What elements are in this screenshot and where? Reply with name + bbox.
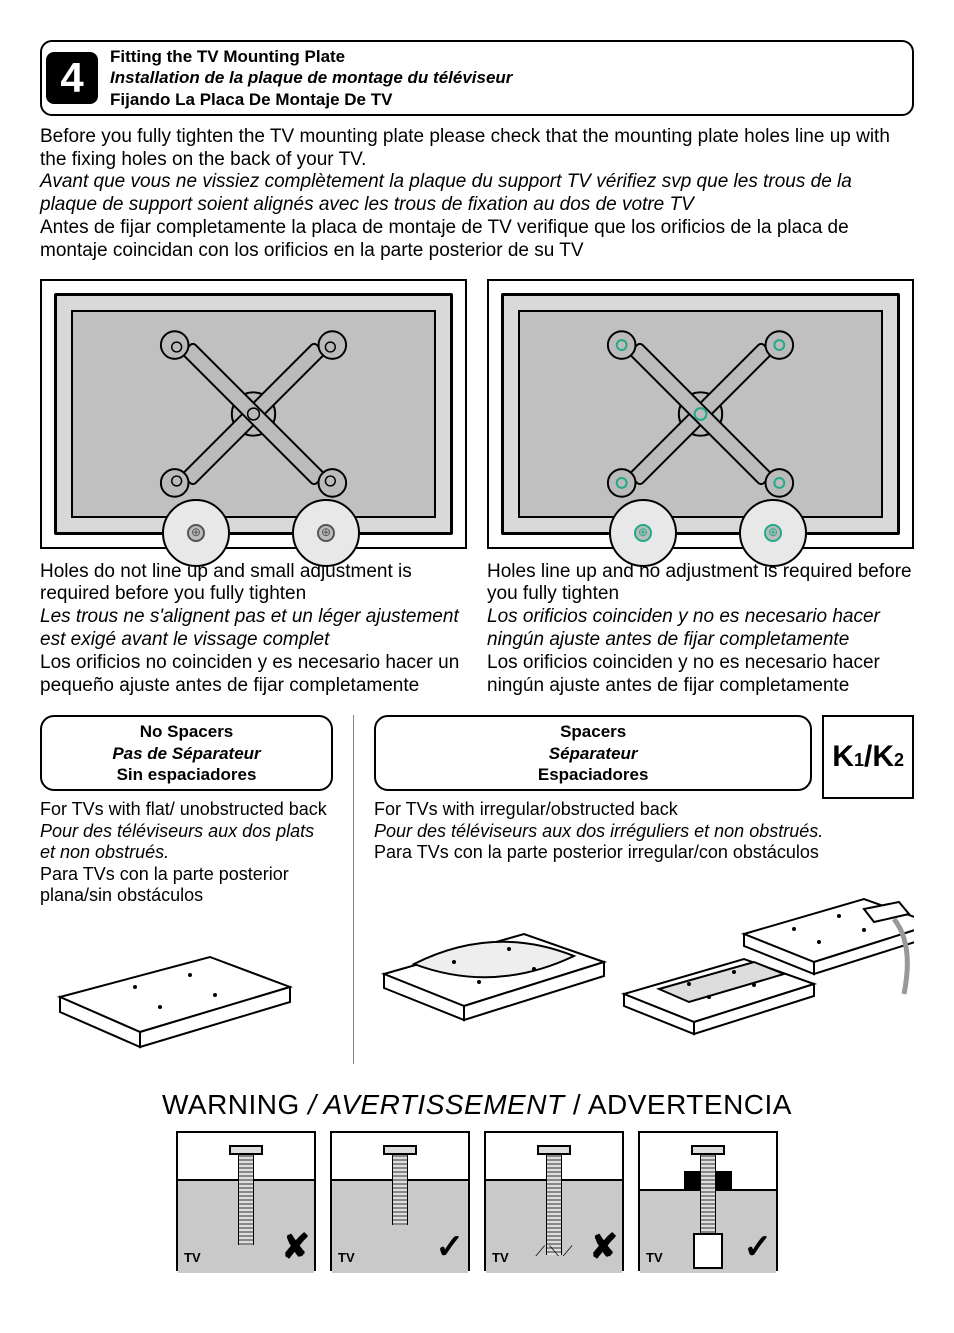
check-icon: ✓ xyxy=(744,1227,773,1268)
no-spacers-col: No Spacers Pas de Séparateur Sin espacia… xyxy=(40,715,333,1064)
caption-right-en: Holes line up and no adjustment is requi… xyxy=(487,561,914,607)
intro-es: Antes de fijar completamente la placa de… xyxy=(40,217,914,263)
diagram-aligned: ⊕ ⊕ Holes line up and no adjustment is r… xyxy=(487,279,914,698)
spacer-section: No Spacers Pas de Séparateur Sin espacia… xyxy=(40,715,914,1064)
step-title-fr: Installation de la plaque de montage du … xyxy=(110,67,512,88)
no-spacers-text-es: Para TVs con la parte posterior plana/si… xyxy=(40,864,333,907)
caption-left-en: Holes do not line up and small adjustmen… xyxy=(40,561,467,607)
tv-label: TV xyxy=(338,1250,355,1266)
warning-title: WARNING / AVERTISSEMENT / ADVERTENCIA xyxy=(40,1088,914,1122)
zoom-circle-icon: ⊕ xyxy=(609,499,677,567)
step-titles: Fitting the TV Mounting Plate Installati… xyxy=(110,46,512,110)
spacers-text-es: Para TVs con la parte posterior irregula… xyxy=(374,842,914,864)
alignment-diagrams: ⊕ ⊕ Holes do not line up and small adjus… xyxy=(40,279,914,698)
tv-label: TV xyxy=(492,1250,509,1266)
spacers-pill-row: Spacers Séparateur Espaciadores K1/K2 xyxy=(374,715,914,799)
caption-left-fr: Les trous ne s'alignent pas et un léger … xyxy=(40,606,467,652)
caption-left-es: Los orificios no coinciden y es necesari… xyxy=(40,652,467,698)
step-header: 4 Fitting the TV Mounting Plate Installa… xyxy=(40,40,914,116)
zoom-circle-icon: ⊕ xyxy=(162,499,230,567)
no-spacers-es: Sin espaciadores xyxy=(54,764,319,785)
flat-tv-icon xyxy=(40,917,333,1064)
warning-row: TV ✘ TV ✓ ⟋ ⟍ ⟋ TV ✘ TV ✓ xyxy=(40,1131,914,1271)
warning-es: ADVERTENCIA xyxy=(588,1089,792,1120)
warning-box: TV ✓ xyxy=(330,1131,470,1271)
intro-en: Before you fully tighten the TV mounting… xyxy=(40,126,914,172)
divider xyxy=(353,715,354,1064)
caption-left: Holes do not line up and small adjustmen… xyxy=(40,561,467,698)
tv-label: TV xyxy=(646,1250,663,1266)
warning-fr: AVERTISSEMENT xyxy=(324,1089,565,1120)
no-spacers-text: For TVs with flat/ unobstructed back Pou… xyxy=(40,799,333,907)
bolt-icon xyxy=(229,1145,263,1245)
spacers-text-fr: Pour des téléviseurs aux dos irréguliers… xyxy=(374,821,914,843)
no-spacers-en: No Spacers xyxy=(54,721,319,742)
spacers-col: Spacers Séparateur Espaciadores K1/K2 Fo… xyxy=(374,715,914,1064)
caption-right-fr: Los orificios coinciden y no es necesari… xyxy=(487,606,914,652)
screw-icon: ⊕ xyxy=(764,524,782,542)
caption-right-es: Los orificios coinciden y no es necesari… xyxy=(487,652,914,698)
zoom-circle-icon: ⊕ xyxy=(292,499,360,567)
screw-icon: ⊕ xyxy=(187,524,205,542)
diagram-misaligned: ⊕ ⊕ Holes do not line up and small adjus… xyxy=(40,279,467,698)
intro-text: Before you fully tighten the TV mounting… xyxy=(40,126,914,263)
spacers-es: Espaciadores xyxy=(388,764,798,785)
warning-sep2: / xyxy=(565,1089,588,1120)
tv-label: TV xyxy=(184,1250,201,1266)
no-spacers-fr: Pas de Séparateur xyxy=(54,743,319,764)
irregular-tv-icons xyxy=(374,874,914,1061)
no-spacers-pill: No Spacers Pas de Séparateur Sin espacia… xyxy=(40,715,333,791)
spacer-label: K1/K2 xyxy=(822,715,914,799)
bolt-icon xyxy=(691,1145,725,1239)
mount-bracket-icon xyxy=(489,281,912,547)
spacers-en: Spacers xyxy=(388,721,798,742)
cross-icon: ✘ xyxy=(282,1227,311,1268)
bolt-icon xyxy=(383,1145,417,1225)
no-spacers-text-fr: Pour des téléviseurs aux dos plats et no… xyxy=(40,821,333,864)
spacers-text: For TVs with irregular/obstructed back P… xyxy=(374,799,914,864)
warning-sep1: / xyxy=(300,1089,324,1120)
no-spacers-text-en: For TVs with flat/ unobstructed back xyxy=(40,799,333,821)
caption-right: Holes line up and no adjustment is requi… xyxy=(487,561,914,698)
screw-icon: ⊕ xyxy=(634,524,652,542)
diagram-box-right: ⊕ ⊕ xyxy=(487,279,914,549)
bolt-icon xyxy=(537,1145,571,1255)
step-number-badge: 4 xyxy=(46,52,98,104)
check-icon: ✓ xyxy=(436,1227,465,1268)
spacers-text-en: For TVs with irregular/obstructed back xyxy=(374,799,914,821)
spacers-fr: Séparateur xyxy=(388,743,798,764)
intro-fr: Avant que vous ne vissiez complètement l… xyxy=(40,171,914,217)
diagram-box-left: ⊕ ⊕ xyxy=(40,279,467,549)
warning-box: ⟋ ⟍ ⟋ TV ✘ xyxy=(484,1131,624,1271)
warning-en: WARNING xyxy=(162,1089,300,1120)
zoom-circle-icon: ⊕ xyxy=(739,499,807,567)
warning-box: TV ✓ xyxy=(638,1131,778,1271)
step-number: 4 xyxy=(60,53,83,103)
warning-box: TV ✘ xyxy=(176,1131,316,1271)
mount-bracket-icon xyxy=(42,281,465,547)
cross-icon: ✘ xyxy=(590,1227,619,1268)
spacers-pill: Spacers Séparateur Espaciadores xyxy=(374,715,812,791)
crack-icon: ⟋ ⟍ ⟋ xyxy=(535,1243,572,1260)
step-title-en: Fitting the TV Mounting Plate xyxy=(110,46,512,67)
step-title-es: Fijando La Placa De Montaje De TV xyxy=(110,89,512,110)
spacer-label-text: K1/K2 xyxy=(832,739,904,775)
screw-icon: ⊕ xyxy=(317,524,335,542)
cavity-icon xyxy=(693,1233,723,1269)
